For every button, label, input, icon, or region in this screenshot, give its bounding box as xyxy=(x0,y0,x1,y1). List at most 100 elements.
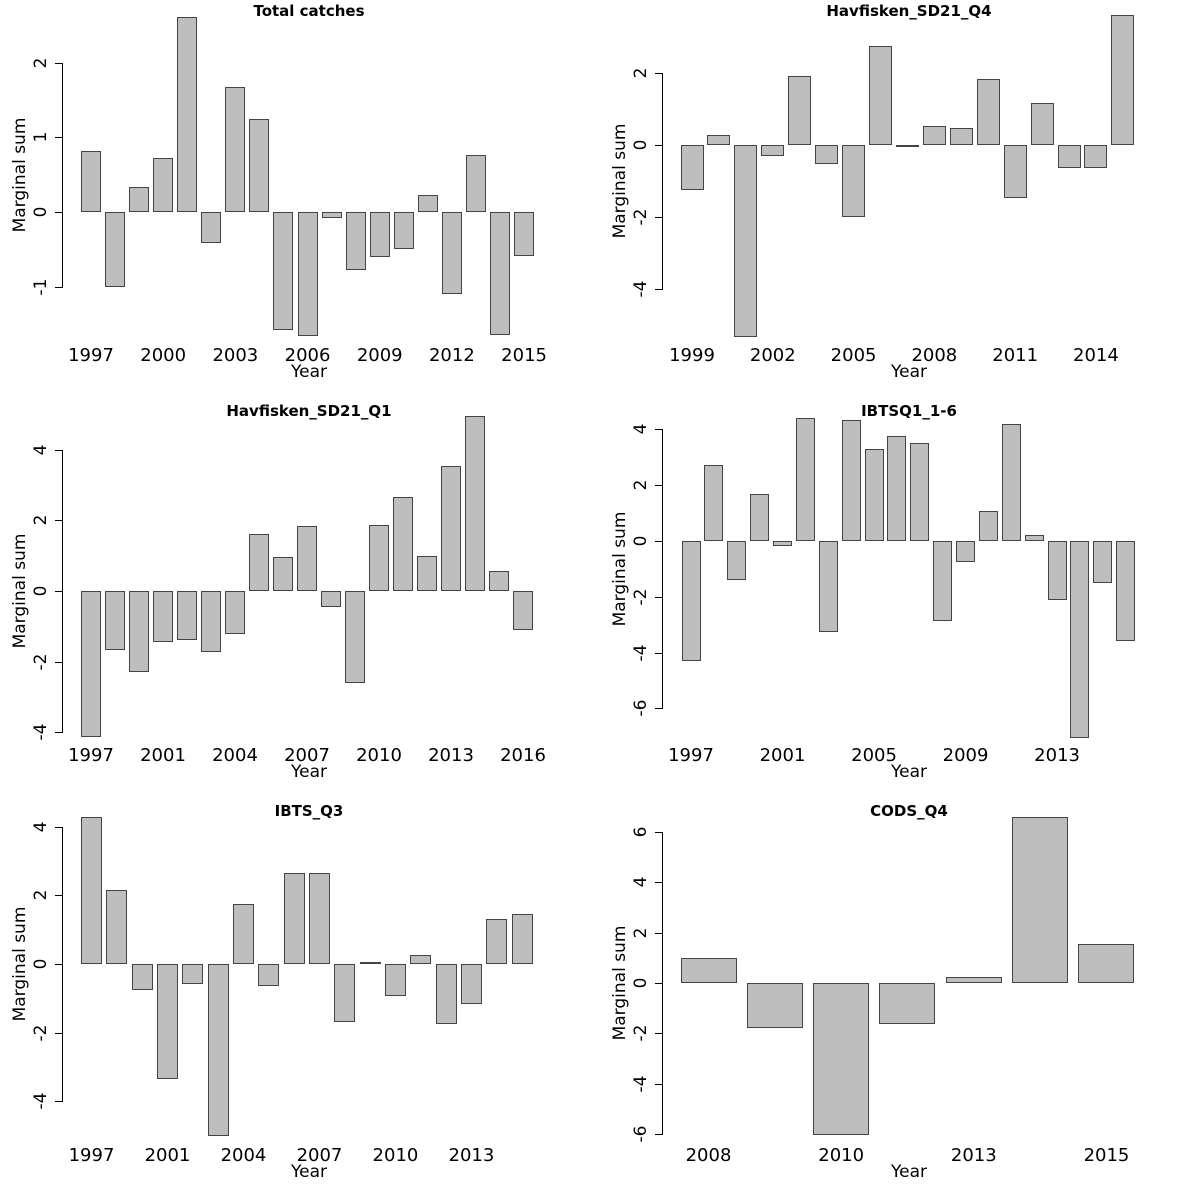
y-tick xyxy=(55,449,62,451)
y-axis-line xyxy=(662,73,663,290)
x-tick-label: 2012 xyxy=(428,345,475,366)
x-tick-label: 2016 xyxy=(500,745,546,766)
bar xyxy=(207,964,229,1136)
bar xyxy=(321,212,342,218)
bar xyxy=(511,914,533,964)
x-tick-label: 2001 xyxy=(759,745,806,766)
y-tick xyxy=(655,485,662,487)
x-tick-label: 1997 xyxy=(68,345,114,366)
bar xyxy=(842,145,866,217)
x-tick-label: 2010 xyxy=(372,1145,419,1166)
y-tick xyxy=(655,541,662,542)
y-tick-label: 0 xyxy=(31,958,51,970)
y-tick-label: -6 xyxy=(631,1125,651,1143)
bar xyxy=(465,155,486,212)
y-axis-line xyxy=(62,449,63,734)
bar xyxy=(978,511,998,541)
panel-havfisken-sd21-q1: Havfisken_SD21_Q1 Marginal sum 4 2 0 -2 -4 19… xyxy=(0,400,600,800)
y-tick xyxy=(55,964,62,965)
bar xyxy=(156,964,178,1079)
bar xyxy=(895,145,919,148)
y-tick-label: 6 xyxy=(631,826,651,838)
y-tick-label: 4 xyxy=(31,444,51,456)
plot-area: 2 0 -2 -4 1999 2002 2005 2008 2011 2014 xyxy=(600,0,1200,400)
bar xyxy=(81,591,101,737)
bar xyxy=(460,964,482,1005)
x-tick-label: 1997 xyxy=(68,745,114,766)
bar xyxy=(1012,816,1069,983)
y-axis-line xyxy=(662,429,663,710)
y-tick xyxy=(55,1101,62,1103)
bar xyxy=(201,591,221,653)
x-tick-label: 2015 xyxy=(1083,1145,1130,1166)
bar xyxy=(369,524,389,591)
y-tick xyxy=(655,73,662,74)
y-tick xyxy=(55,1032,62,1034)
bar xyxy=(864,448,884,541)
bar xyxy=(976,79,1000,145)
bar xyxy=(249,119,270,212)
panel-title: Total catches xyxy=(253,2,365,20)
bar xyxy=(887,435,907,541)
x-tick-label: 2010 xyxy=(818,1145,865,1166)
x-tick-label: 2004 xyxy=(220,1145,267,1166)
y-tick xyxy=(655,882,662,884)
bar xyxy=(417,194,438,212)
panel-title: IBTSQ1_1-6 xyxy=(861,402,957,420)
y-tick-label: -2 xyxy=(631,1024,651,1042)
y-tick-label: -2 xyxy=(631,588,651,606)
x-tick-label: 1997 xyxy=(668,745,714,766)
y-tick-label: -4 xyxy=(631,280,651,298)
y-tick-label: 2 xyxy=(31,57,51,69)
x-axis-title: Year xyxy=(891,362,927,382)
bar xyxy=(1001,423,1021,541)
x-tick-label: 2002 xyxy=(749,345,796,366)
bar xyxy=(879,983,936,1025)
y-tick-label: 0 xyxy=(631,977,651,989)
x-tick-label: 2013 xyxy=(428,745,474,766)
y-tick-label: -2 xyxy=(31,653,51,671)
y-tick-label: 4 xyxy=(631,423,651,435)
bar xyxy=(514,212,535,257)
x-tick-label: 2004 xyxy=(212,745,258,766)
bar xyxy=(681,541,701,661)
bar xyxy=(106,890,128,964)
bar xyxy=(956,541,976,562)
bar xyxy=(1078,944,1135,983)
y-tick xyxy=(55,212,62,213)
y-tick xyxy=(655,596,662,598)
x-tick-label: 2001 xyxy=(140,745,186,766)
y-tick-label: 0 xyxy=(31,206,51,218)
y-tick xyxy=(655,708,662,710)
bar xyxy=(182,964,204,984)
bar xyxy=(1111,15,1135,145)
y-tick-label: 2 xyxy=(631,479,651,491)
bar xyxy=(384,964,406,996)
x-tick-label: 2013 xyxy=(448,1145,495,1166)
bar xyxy=(813,983,870,1136)
y-tick xyxy=(655,145,662,146)
x-tick-label: 2000 xyxy=(140,345,187,366)
panel-title: CODS_Q4 xyxy=(870,802,948,820)
bar xyxy=(232,903,254,964)
x-axis-title: Year xyxy=(891,1162,927,1182)
bar xyxy=(225,87,246,212)
bar xyxy=(273,212,294,331)
bar xyxy=(761,145,785,156)
bar xyxy=(465,416,485,591)
plot-area: 4 2 0 -2 -4 1997 2001 2004 2007 2010 2013 2016 xyxy=(0,400,600,800)
bar xyxy=(81,816,102,964)
bar xyxy=(297,212,318,336)
y-tick-label: -4 xyxy=(31,1092,51,1110)
bar xyxy=(704,465,724,541)
bar xyxy=(308,873,330,964)
bar xyxy=(1057,145,1081,169)
bar xyxy=(1003,145,1027,198)
y-tick-label: 2 xyxy=(31,889,51,901)
bar xyxy=(910,443,930,541)
x-tick-label: 2010 xyxy=(356,745,402,766)
bar xyxy=(949,127,973,145)
bar xyxy=(489,570,509,591)
plot-area: 4 2 0 -2 -4 -6 1997 2001 2005 2009 2013 xyxy=(600,400,1200,800)
bar xyxy=(435,964,457,1025)
